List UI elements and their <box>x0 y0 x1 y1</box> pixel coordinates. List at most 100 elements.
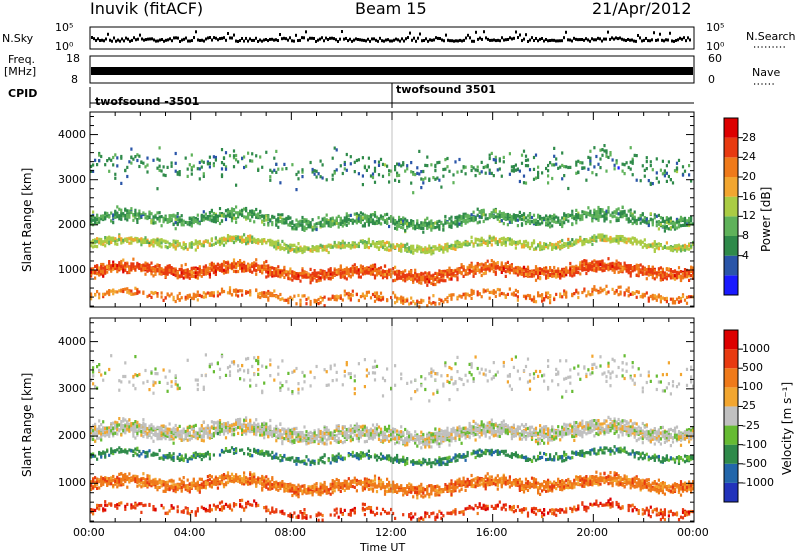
nsky-sample <box>501 36 503 40</box>
heatmap-cell <box>653 216 656 220</box>
power-heatmap <box>90 144 695 309</box>
heatmap-cell <box>210 214 213 218</box>
heatmap-cell <box>585 178 588 182</box>
nsky-sample <box>265 37 267 41</box>
heatmap-cell <box>106 159 109 163</box>
heatmap-cell <box>613 239 616 243</box>
heatmap-cell <box>549 217 552 221</box>
heatmap-cell <box>371 218 375 222</box>
heatmap-cell <box>148 213 151 218</box>
heatmap-cell <box>555 215 558 219</box>
nsky-sample <box>493 38 495 42</box>
heatmap-cell <box>581 213 584 217</box>
heatmap-cell <box>589 262 592 266</box>
heatmap-cell <box>460 217 463 221</box>
heatmap-cell <box>146 163 149 167</box>
heatmap-cell <box>569 261 572 266</box>
heatmap-cell <box>190 221 193 225</box>
heatmap-cell <box>204 212 207 216</box>
heatmap-cell <box>520 245 524 249</box>
heatmap-cell <box>436 247 439 251</box>
heatmap-cell <box>269 270 272 274</box>
heatmap-cell <box>216 214 219 218</box>
heatmap-cell <box>547 220 550 224</box>
nsky-sample <box>179 39 181 43</box>
heatmap-cell <box>388 268 391 272</box>
heatmap-cell <box>247 215 250 219</box>
heatmap-cell <box>494 237 497 241</box>
heatmap-cell <box>208 243 211 247</box>
nsky-sample <box>267 39 269 43</box>
heatmap-cell <box>295 248 298 252</box>
heatmap-cell <box>269 218 272 222</box>
heatmap-cell <box>551 245 554 249</box>
heatmap-cell <box>647 269 650 274</box>
heatmap-cell <box>228 264 232 268</box>
heatmap-cell <box>551 224 554 228</box>
nsky-sample <box>281 37 283 41</box>
heatmap-cell <box>436 176 439 180</box>
heatmap-cell <box>214 155 217 160</box>
heatmap-cell <box>317 216 320 220</box>
heatmap-cell <box>156 238 159 242</box>
nsky-sample <box>419 32 421 36</box>
nsky-sample <box>331 36 333 40</box>
heatmap-cell <box>430 276 433 280</box>
heatmap-cell <box>432 275 435 279</box>
heatmap-cell <box>599 215 602 219</box>
heatmap-cell <box>311 271 314 275</box>
nsky-sample <box>527 39 529 43</box>
nsky-sample <box>389 39 391 43</box>
heatmap-cell <box>289 223 292 227</box>
heatmap-cell <box>166 271 169 276</box>
heatmap-cell <box>327 224 330 228</box>
heatmap-cell <box>216 218 219 222</box>
heatmap-cell <box>440 275 443 279</box>
heatmap-cell <box>692 222 695 226</box>
heatmap-cell <box>633 239 636 243</box>
heatmap-cell <box>247 267 250 271</box>
heatmap-cell <box>623 236 626 240</box>
nsky-sample <box>659 32 661 36</box>
heatmap-cell <box>500 237 503 241</box>
heatmap-cell <box>373 166 377 170</box>
heatmap-cell <box>339 268 342 272</box>
heatmap-cell <box>232 156 236 160</box>
heatmap-cell <box>406 219 409 223</box>
nsky-sample <box>477 37 479 41</box>
heatmap-cell <box>386 248 389 252</box>
heatmap-cell <box>144 236 147 240</box>
heatmap-cell <box>404 276 407 280</box>
heatmap-cell <box>583 262 586 266</box>
heatmap-cell <box>255 213 258 217</box>
heatmap-cell <box>369 243 373 247</box>
heatmap-cell <box>291 273 294 277</box>
heatmap-cell <box>386 269 389 274</box>
heatmap-cell <box>659 275 662 279</box>
heatmap-cell <box>442 279 445 283</box>
heatmap-cell <box>208 267 211 271</box>
heatmap-cell <box>275 149 278 153</box>
heatmap-cell <box>565 266 568 270</box>
heatmap-cell <box>444 279 447 283</box>
heatmap-cell <box>585 239 588 243</box>
heatmap-cell <box>460 245 463 249</box>
heatmap-cell <box>454 160 457 164</box>
heatmap-cell <box>633 219 636 223</box>
heatmap-cell <box>305 227 308 231</box>
heatmap-cell <box>661 274 664 278</box>
nsky-sample <box>395 37 397 41</box>
heatmap-cell <box>661 270 664 274</box>
heatmap-cell <box>400 218 403 222</box>
heatmap-cell <box>192 274 195 278</box>
heatmap-cell <box>224 217 228 222</box>
heatmap-cell <box>289 246 292 250</box>
heatmap-cell <box>126 218 129 222</box>
heatmap-cell <box>98 159 101 163</box>
heatmap-cell <box>522 215 526 219</box>
heatmap-cell <box>295 274 298 278</box>
nsky-sample <box>393 38 395 42</box>
heatmap-cell <box>667 217 670 221</box>
heatmap-cell <box>261 271 264 275</box>
heatmap-cell <box>357 172 360 176</box>
